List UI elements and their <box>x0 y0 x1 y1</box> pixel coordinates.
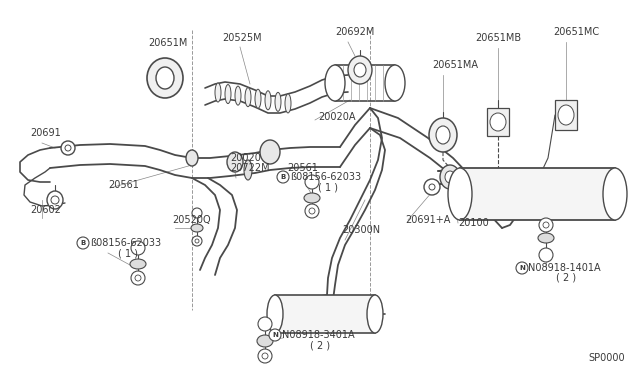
Text: 20722M: 20722M <box>230 163 269 173</box>
Ellipse shape <box>147 58 183 98</box>
Text: SP0000: SP0000 <box>588 353 625 363</box>
Ellipse shape <box>192 236 202 246</box>
Text: 20525M: 20525M <box>222 33 262 43</box>
Ellipse shape <box>61 141 75 155</box>
Text: Ν08918-1401A: Ν08918-1401A <box>528 263 600 273</box>
Ellipse shape <box>304 193 320 203</box>
Bar <box>275 295 375 333</box>
Ellipse shape <box>258 349 272 363</box>
Ellipse shape <box>191 224 203 232</box>
Ellipse shape <box>265 91 271 110</box>
Ellipse shape <box>305 204 319 218</box>
Text: ( 1 ): ( 1 ) <box>118 248 138 258</box>
Ellipse shape <box>285 94 291 113</box>
Ellipse shape <box>244 160 252 180</box>
Ellipse shape <box>424 179 440 195</box>
Ellipse shape <box>77 237 89 249</box>
Ellipse shape <box>215 83 221 102</box>
Ellipse shape <box>539 218 553 232</box>
Text: ( 1 ): ( 1 ) <box>318 182 338 192</box>
Ellipse shape <box>354 63 366 77</box>
Ellipse shape <box>367 295 383 333</box>
Ellipse shape <box>186 150 198 166</box>
Text: 20020A: 20020A <box>318 112 355 122</box>
Text: 20300N: 20300N <box>342 225 380 235</box>
Ellipse shape <box>448 168 472 220</box>
Ellipse shape <box>257 335 273 347</box>
Text: ( 2 ): ( 2 ) <box>556 273 576 283</box>
Ellipse shape <box>348 56 372 84</box>
Ellipse shape <box>262 353 268 359</box>
Ellipse shape <box>429 118 457 152</box>
Ellipse shape <box>385 65 405 101</box>
Text: 20602: 20602 <box>30 205 61 215</box>
Text: ( 2 ): ( 2 ) <box>310 340 330 350</box>
Ellipse shape <box>445 171 455 183</box>
Ellipse shape <box>305 175 319 189</box>
Ellipse shape <box>490 113 506 131</box>
Ellipse shape <box>275 92 281 111</box>
Ellipse shape <box>277 171 289 183</box>
Text: B: B <box>81 240 86 246</box>
Text: 20651MC: 20651MC <box>553 27 599 37</box>
Text: N: N <box>519 265 525 271</box>
Ellipse shape <box>192 208 202 218</box>
Bar <box>487 108 509 136</box>
Ellipse shape <box>260 140 280 164</box>
Ellipse shape <box>267 295 283 333</box>
Ellipse shape <box>225 84 231 103</box>
Ellipse shape <box>429 184 435 190</box>
Bar <box>460 168 615 220</box>
Text: B: B <box>280 174 285 180</box>
Ellipse shape <box>309 208 315 214</box>
Text: N: N <box>272 332 278 338</box>
Ellipse shape <box>131 271 145 285</box>
Text: 20020: 20020 <box>230 153 261 163</box>
Ellipse shape <box>131 241 145 255</box>
Ellipse shape <box>516 262 528 274</box>
Ellipse shape <box>156 67 174 89</box>
Text: 20692M: 20692M <box>335 27 374 37</box>
Ellipse shape <box>235 86 241 105</box>
Ellipse shape <box>51 196 59 204</box>
Text: ß08156-62033: ß08156-62033 <box>290 172 361 182</box>
Ellipse shape <box>195 239 199 243</box>
Text: 20520Q: 20520Q <box>172 215 211 225</box>
Text: 20691+A: 20691+A <box>405 215 451 225</box>
Ellipse shape <box>538 233 554 243</box>
Ellipse shape <box>258 317 272 331</box>
Ellipse shape <box>603 168 627 220</box>
Text: 20691: 20691 <box>30 128 61 138</box>
Ellipse shape <box>227 152 243 172</box>
Ellipse shape <box>47 191 63 209</box>
Text: 20561: 20561 <box>287 163 318 173</box>
Ellipse shape <box>325 65 345 101</box>
Ellipse shape <box>440 165 460 189</box>
Ellipse shape <box>543 222 549 228</box>
Ellipse shape <box>539 248 553 262</box>
Ellipse shape <box>269 329 281 341</box>
Text: ß08156-62033: ß08156-62033 <box>90 238 161 248</box>
Ellipse shape <box>436 126 450 144</box>
Ellipse shape <box>558 105 574 125</box>
Bar <box>555 100 577 130</box>
Ellipse shape <box>245 88 251 107</box>
Ellipse shape <box>65 145 71 151</box>
Text: 20651MB: 20651MB <box>475 33 521 43</box>
Ellipse shape <box>255 89 261 108</box>
Ellipse shape <box>130 259 146 269</box>
Text: 20100: 20100 <box>458 218 489 228</box>
Text: 20651MA: 20651MA <box>432 60 478 70</box>
Text: 20651M: 20651M <box>148 38 188 48</box>
Text: Ν08918-3401A: Ν08918-3401A <box>282 330 355 340</box>
Ellipse shape <box>135 275 141 281</box>
Text: 20561: 20561 <box>108 180 139 190</box>
